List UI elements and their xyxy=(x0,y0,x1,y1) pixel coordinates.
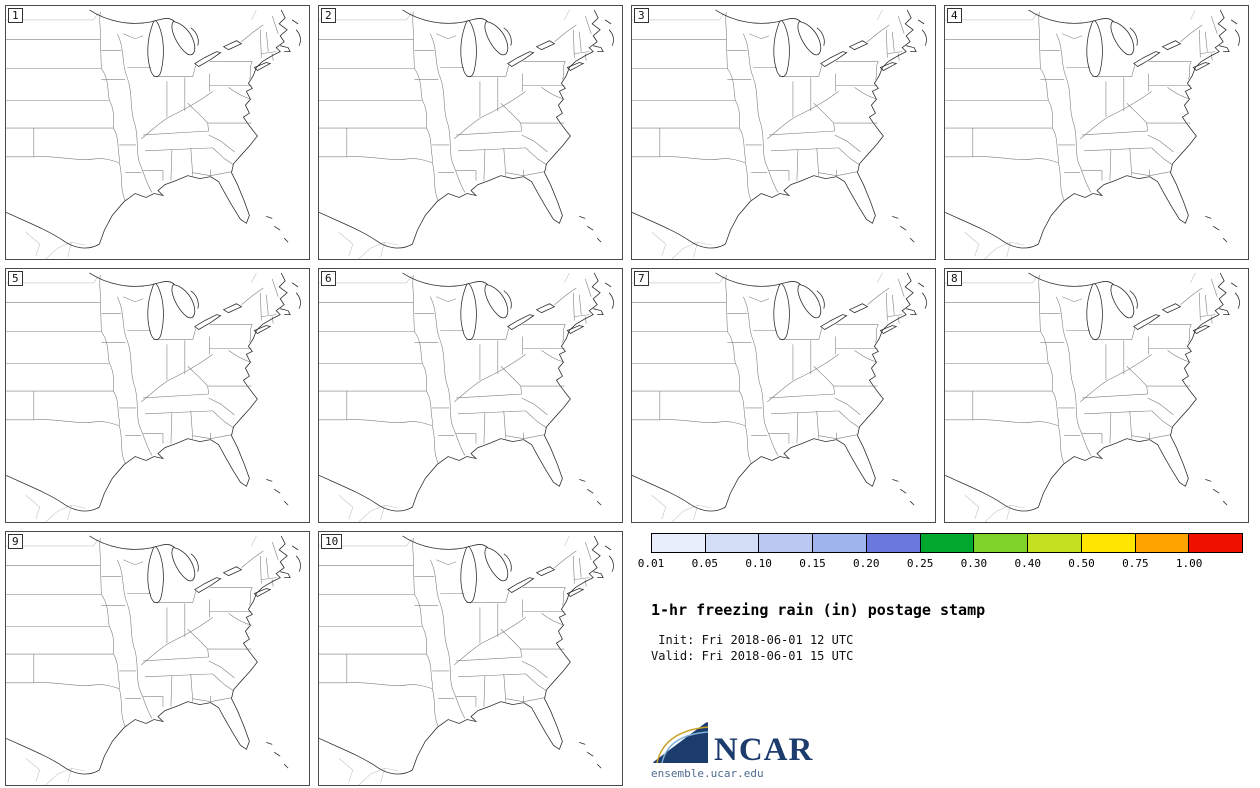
panel-number-label: 9 xyxy=(8,534,23,549)
map-panel-8: 8 xyxy=(944,268,1249,523)
colorbar xyxy=(651,533,1243,553)
panel-number-label: 10 xyxy=(321,534,343,549)
colorbar-tick: 0.40 xyxy=(1014,557,1041,570)
map-panel-7: 7 xyxy=(631,268,936,523)
colorbar-tick: 0.01 xyxy=(637,557,665,570)
colorbar-tick: 0.75 xyxy=(1122,557,1149,570)
panel-number-label: 4 xyxy=(947,8,962,23)
us-map xyxy=(319,535,614,785)
colorbar-segment xyxy=(1188,534,1243,552)
panel-number-label: 1 xyxy=(8,8,23,23)
colorbar-tick: 0.50 xyxy=(1068,557,1095,570)
panel-number-label: 2 xyxy=(321,8,336,23)
us-map xyxy=(632,272,927,522)
colorbar-tick: 0.10 xyxy=(745,557,772,570)
us-map xyxy=(945,272,1240,522)
colorbar-tick: 1.00 xyxy=(1175,557,1203,570)
time-info: Init: Fri 2018-06-01 12 UTC Valid: Fri 2… xyxy=(651,632,1253,664)
colorbar-tick: 0.25 xyxy=(906,557,934,570)
us-map xyxy=(945,9,1240,259)
colorbar-tick: 0.30 xyxy=(960,557,988,570)
us-map xyxy=(319,9,614,259)
colorbar-segment xyxy=(1080,534,1135,552)
ensemble-url: ensemble.ucar.edu xyxy=(651,767,764,780)
us-map xyxy=(632,9,927,259)
ncar-logo-block: NCAR ensemble.ucar.edu xyxy=(651,718,1253,780)
init-time-label: Init: Fri 2018-06-01 12 UTC xyxy=(651,633,854,647)
colorbar-segment xyxy=(652,534,705,552)
colorbar-ticks: 0.01 0.05 0.10 0.15 0.20 0.25 0.30 0.40 0.50 0.75… xyxy=(638,557,1243,571)
plot-title: 1-hr freezing rain (in) postage stamp xyxy=(651,601,986,619)
panel-number-label: 8 xyxy=(947,271,962,286)
map-panel-6: 6 xyxy=(318,268,623,523)
us-map xyxy=(319,272,614,522)
colorbar-tick: 0.20 xyxy=(853,557,880,570)
colorbar-segment xyxy=(812,534,866,552)
panel-number-label: 7 xyxy=(634,271,649,286)
colorbar-segment xyxy=(758,534,813,552)
panel-number-label: 6 xyxy=(321,271,336,286)
map-panel-3: 3 xyxy=(631,5,936,260)
map-panel-5: 5 xyxy=(5,268,310,523)
colorbar-segment xyxy=(865,534,920,552)
colorbar-tick: 0.15 xyxy=(799,557,826,570)
map-panel-9: 9 xyxy=(5,531,310,786)
map-panel-1: 1 xyxy=(5,5,310,260)
map-panel-10: 10 xyxy=(318,531,623,786)
ncar-logo-icon xyxy=(651,719,709,764)
colorbar-segment xyxy=(919,534,974,552)
colorbar-segment xyxy=(704,534,759,552)
panel-number-label: 3 xyxy=(634,8,649,23)
panel-number-label: 5 xyxy=(8,271,23,286)
colorbar-segment xyxy=(973,534,1028,552)
map-panel-4: 4 xyxy=(944,5,1249,260)
colorbar-segment xyxy=(1027,534,1081,552)
legend-info-area: 0.01 0.05 0.10 0.15 0.20 0.25 0.30 0.40 0.50 0.75… xyxy=(631,531,1253,786)
us-map xyxy=(6,272,301,522)
valid-time-label: Valid: Fri 2018-06-01 15 UTC xyxy=(651,649,854,663)
map-panel-2: 2 xyxy=(318,5,623,260)
us-map xyxy=(6,535,301,785)
colorbar-segment xyxy=(1134,534,1189,552)
colorbar-tick: 0.05 xyxy=(691,557,719,570)
ncar-logo-text: NCAR xyxy=(714,731,814,768)
us-map xyxy=(6,9,301,259)
